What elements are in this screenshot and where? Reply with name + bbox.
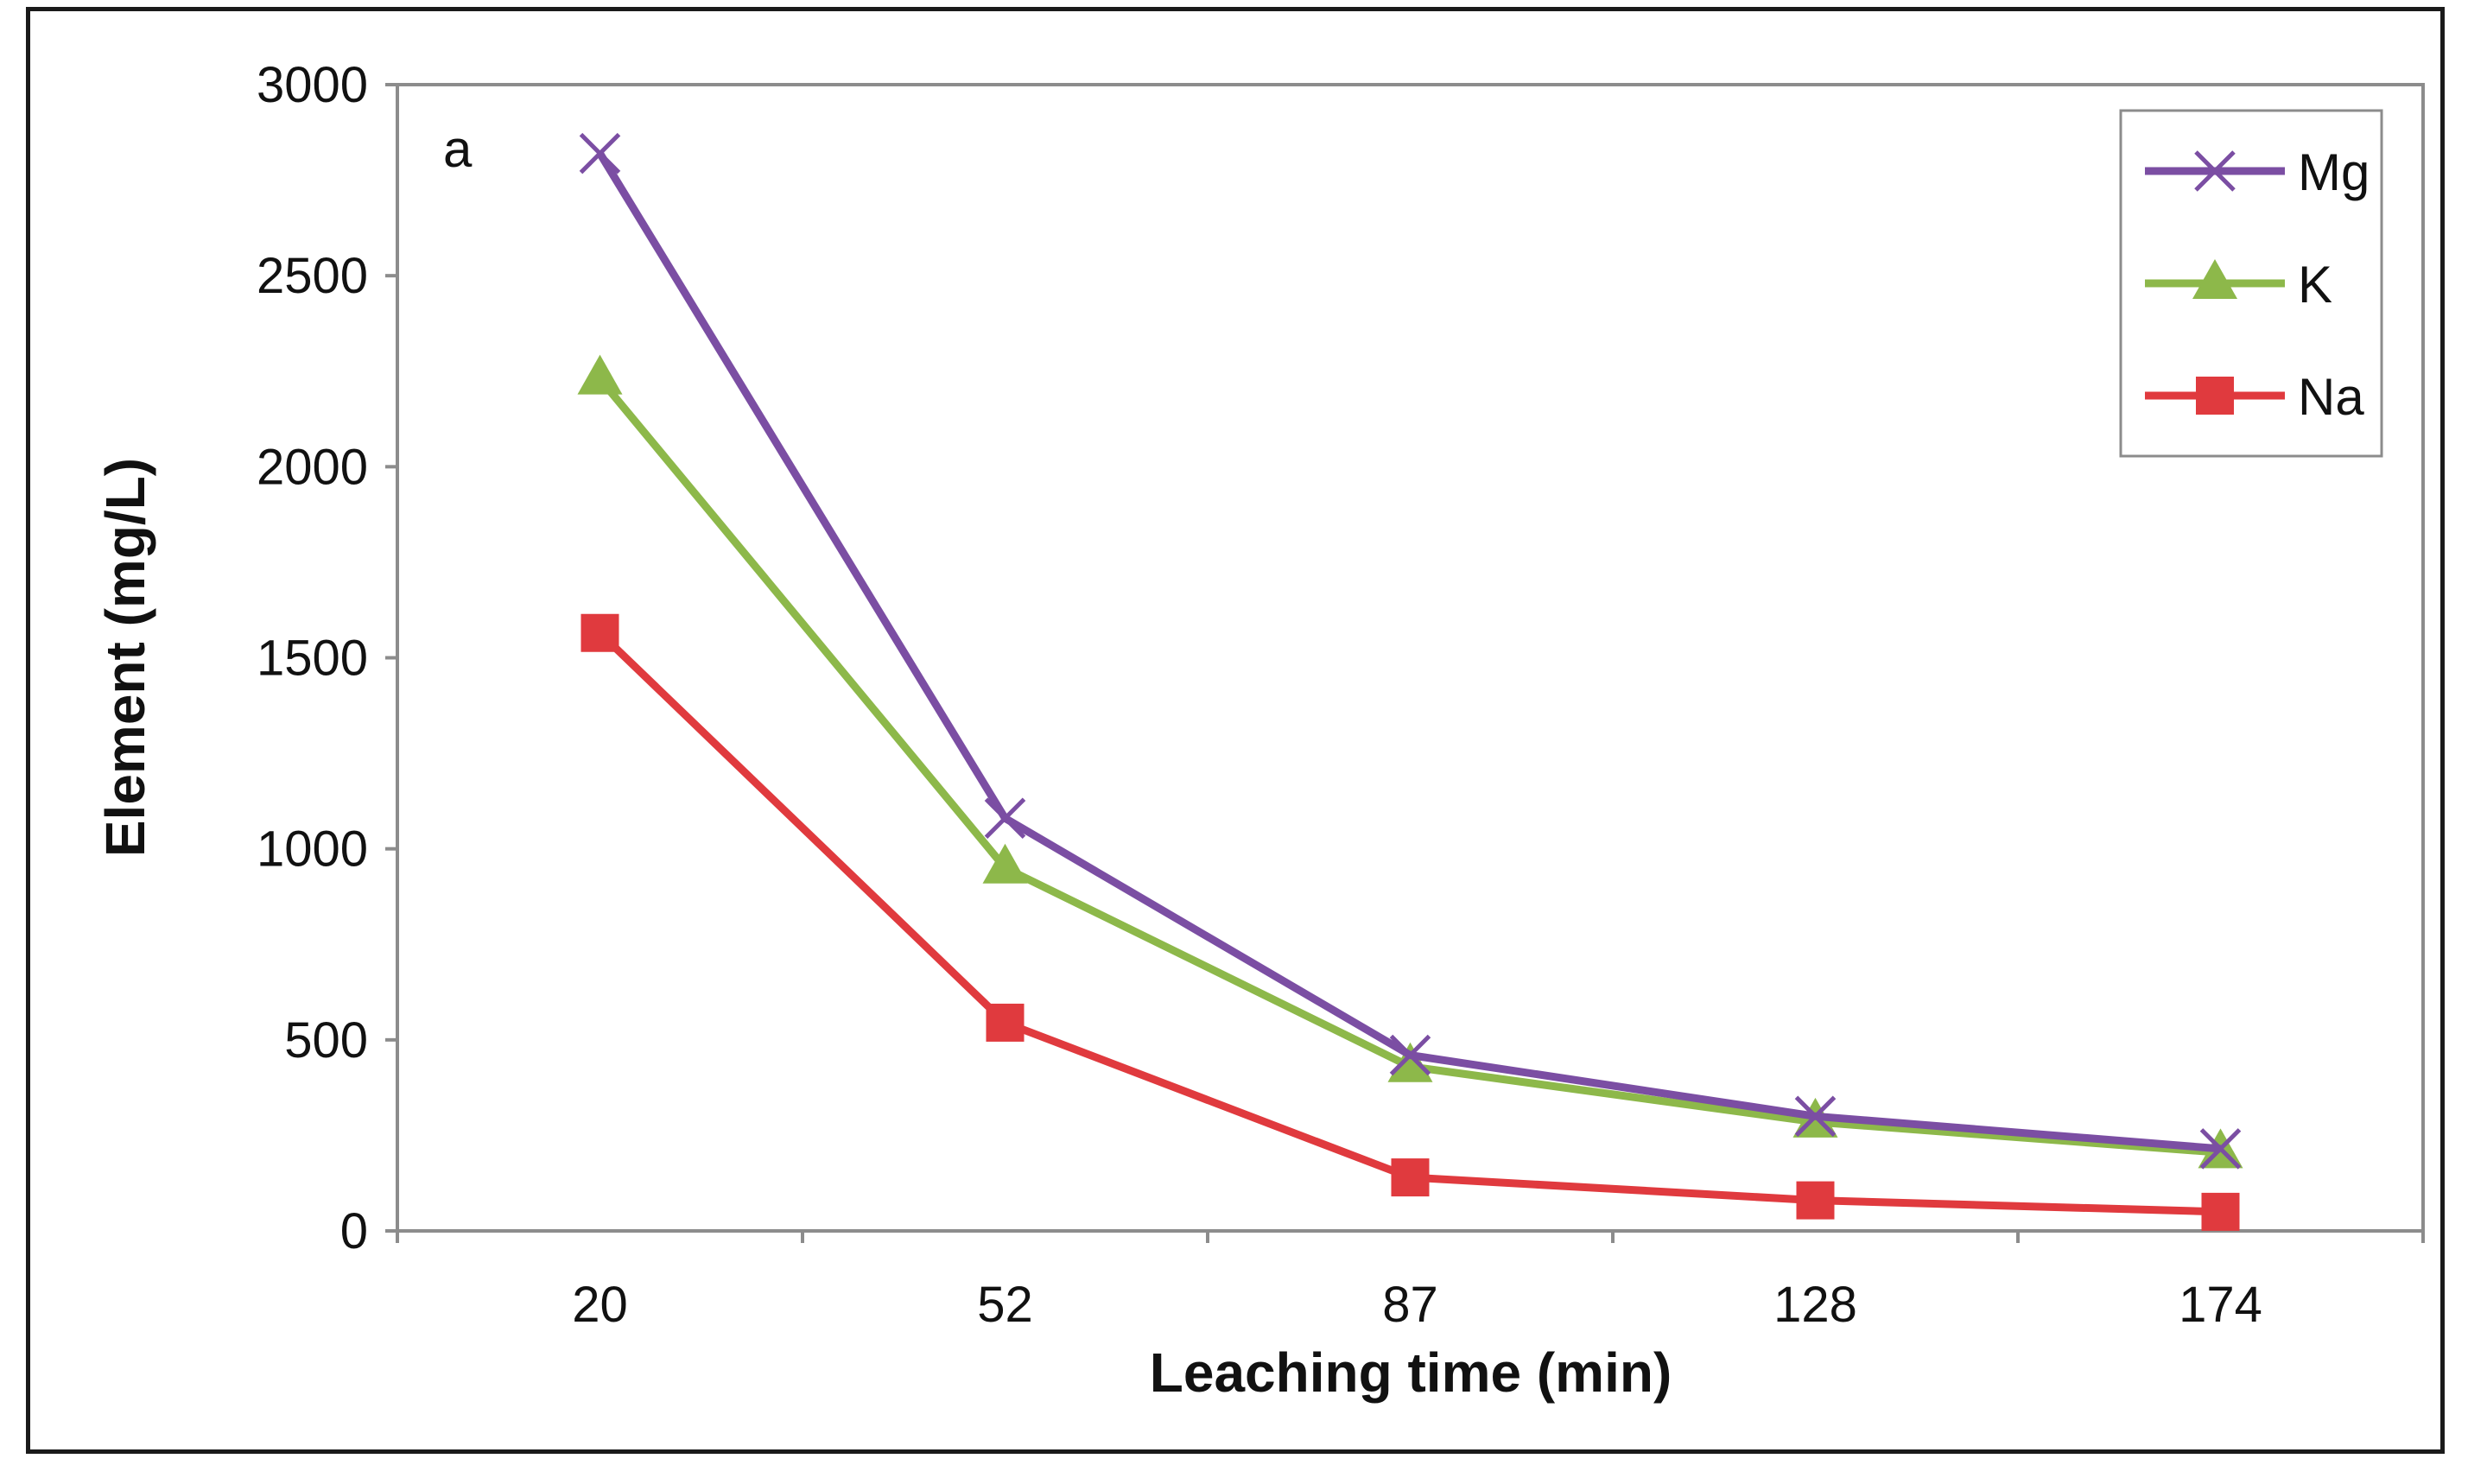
data-point-mg bbox=[2199, 1128, 2242, 1170]
data-point-mg-stroke bbox=[1794, 1095, 1837, 1138]
data-point-mg-stroke bbox=[984, 797, 1026, 840]
series-layer bbox=[577, 132, 2243, 1231]
data-point-k bbox=[1387, 1042, 1433, 1082]
data-point-na bbox=[1391, 1158, 1430, 1197]
data-point-mg-stroke bbox=[1389, 1034, 1431, 1076]
legend-label-mg: Mg bbox=[2298, 143, 2370, 201]
data-point-mg bbox=[579, 132, 621, 174]
y-axis: 0 500 1000 1500 2000 2500 3000 bbox=[257, 57, 397, 1259]
y-tick-label: 3000 bbox=[257, 57, 368, 113]
x-tick-label: 174 bbox=[2179, 1277, 2262, 1333]
data-point-k bbox=[577, 354, 623, 395]
y-tick-label: 1000 bbox=[257, 821, 368, 878]
legend-items: Mg K Na bbox=[2145, 143, 2370, 426]
data-point-mg bbox=[1389, 1034, 1431, 1076]
panel-label: a bbox=[443, 120, 473, 178]
x-tick-label: 128 bbox=[1773, 1277, 1857, 1333]
legend-item-mg: Mg bbox=[2145, 143, 2370, 201]
legend-marker-mg bbox=[2194, 150, 2236, 192]
y-tick-label: 0 bbox=[340, 1203, 368, 1259]
y-tick-label: 2000 bbox=[257, 439, 368, 495]
legend-label-na: Na bbox=[2298, 368, 2364, 426]
plot-area bbox=[396, 83, 2425, 1233]
legend-item-k: K bbox=[2145, 256, 2332, 314]
data-point-na bbox=[986, 1003, 1025, 1042]
data-point-na bbox=[2201, 1192, 2240, 1231]
legend-marker-k bbox=[2192, 259, 2237, 299]
data-point-na bbox=[581, 613, 619, 652]
y-tick-label: 2500 bbox=[257, 248, 368, 304]
data-point-mg-stroke bbox=[2199, 1128, 2242, 1170]
data-point-mg bbox=[1794, 1095, 1837, 1138]
legend-item-na: Na bbox=[2145, 368, 2364, 426]
legend-marker-na bbox=[2196, 377, 2234, 415]
x-axis: 20 52 87 128 174 bbox=[396, 1231, 2425, 1333]
y-tick-label: 500 bbox=[284, 1012, 368, 1069]
data-point-na bbox=[1796, 1181, 1835, 1220]
x-tick-label: 20 bbox=[572, 1277, 628, 1333]
legend: Mg K Na bbox=[2119, 109, 2383, 458]
x-tick-label: 87 bbox=[1382, 1277, 1438, 1333]
data-point-mg bbox=[984, 797, 1026, 840]
y-tick-label: 1500 bbox=[257, 631, 368, 687]
legend-label-k: K bbox=[2298, 256, 2332, 314]
x-tick-label: 52 bbox=[977, 1277, 1033, 1333]
chart-frame: 0 500 1000 1500 2000 2500 3000 20 52 87 128 174 a … bbox=[26, 7, 2445, 1454]
y-axis-title: Element (mg/L) bbox=[94, 458, 156, 857]
legend-marker-mg-stroke bbox=[2194, 150, 2236, 192]
data-point-mg-stroke bbox=[579, 132, 621, 174]
x-axis-title: Leaching time (min) bbox=[1150, 1341, 1672, 1404]
data-point-k bbox=[982, 843, 1028, 884]
